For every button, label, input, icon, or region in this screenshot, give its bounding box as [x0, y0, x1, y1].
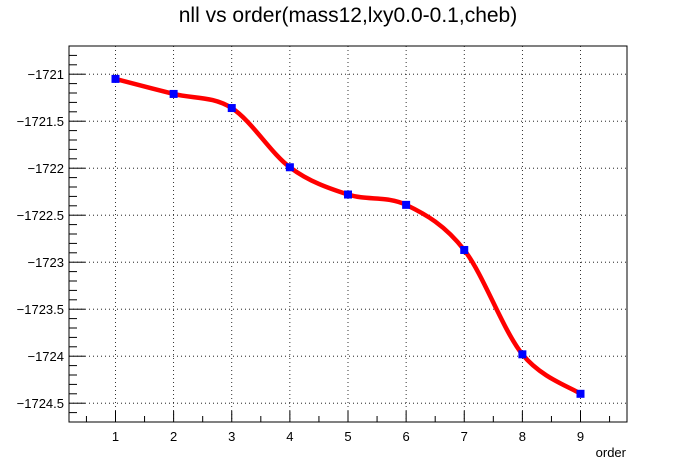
x-tick-label: 5 [344, 429, 351, 444]
y-tick-label: −1723 [27, 255, 64, 270]
data-point-marker [518, 350, 527, 359]
chart-title: nll vs order(mass12,lxy0.0-0.1,cheb) [179, 4, 517, 27]
x-tick-label: 7 [461, 429, 468, 444]
y-tick-label: −1722.5 [17, 208, 64, 223]
data-point-marker [576, 389, 585, 398]
x-tick-label: 6 [403, 429, 410, 444]
grid-lines [69, 46, 627, 422]
x-axis-label: order [596, 445, 627, 460]
data-point-marker [227, 104, 236, 113]
x-tick-labels: 1 2 3 4 5 6 7 8 9 [112, 429, 584, 444]
data-point-marker [402, 200, 411, 209]
x-tick-label: 4 [286, 429, 293, 444]
data-point-marker [169, 89, 178, 98]
y-tick-labels: −1721 −1721.5 −1722 −1722.5 −1723 −1723.5 −172… [17, 67, 64, 411]
y-tick-label: −1724 [27, 349, 64, 364]
data-point-marker [460, 245, 469, 254]
x-tick-label: 9 [577, 429, 584, 444]
x-tick-label: 2 [170, 429, 177, 444]
y-tick-label: −1724.5 [17, 396, 64, 411]
y-tick-label: −1721 [27, 67, 64, 82]
data-point-marker [285, 163, 294, 172]
x-tick-label: 1 [112, 429, 119, 444]
x-tick-label: 3 [228, 429, 235, 444]
y-tick-label: −1721.5 [17, 114, 64, 129]
series-layer [111, 74, 585, 398]
plot-frame [68, 45, 628, 423]
y-tick-label: −1722 [27, 161, 64, 176]
data-point-marker [111, 74, 120, 83]
x-tick-label: 8 [519, 429, 526, 444]
data-point-marker [344, 190, 352, 199]
y-tick-label: −1723.5 [17, 302, 64, 317]
